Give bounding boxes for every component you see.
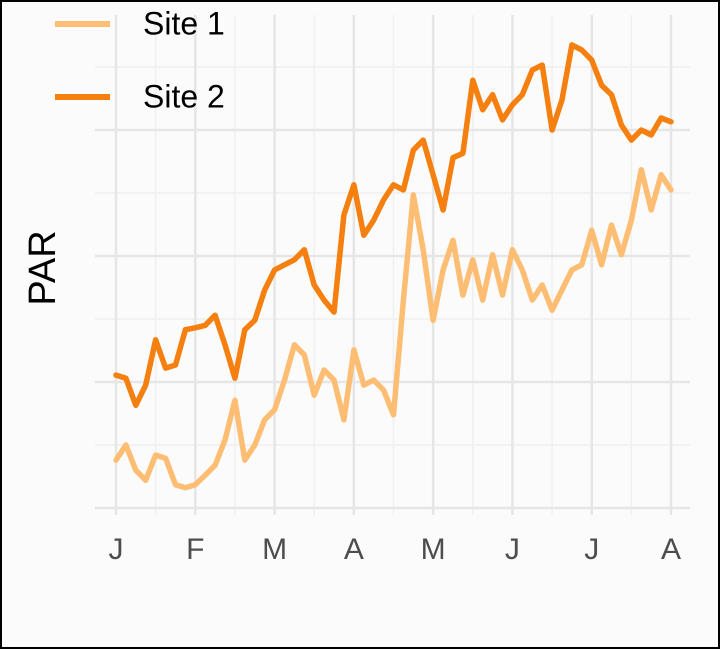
x-tick-label: A [344, 533, 364, 566]
x-tick-label: M [262, 533, 287, 566]
x-tick-label: M [421, 533, 446, 566]
x-tick-label: J [584, 533, 599, 566]
series-line [113, 166, 674, 491]
y-axis-label: PAR [22, 230, 64, 305]
x-tick-label: J [505, 533, 520, 566]
legend-label: Site 1 [143, 5, 225, 41]
series-line [113, 42, 674, 409]
x-tick-label: J [109, 533, 124, 566]
x-tick-label: A [661, 533, 681, 566]
x-tick-label: F [186, 533, 204, 566]
legend-label: Site 2 [143, 78, 225, 114]
